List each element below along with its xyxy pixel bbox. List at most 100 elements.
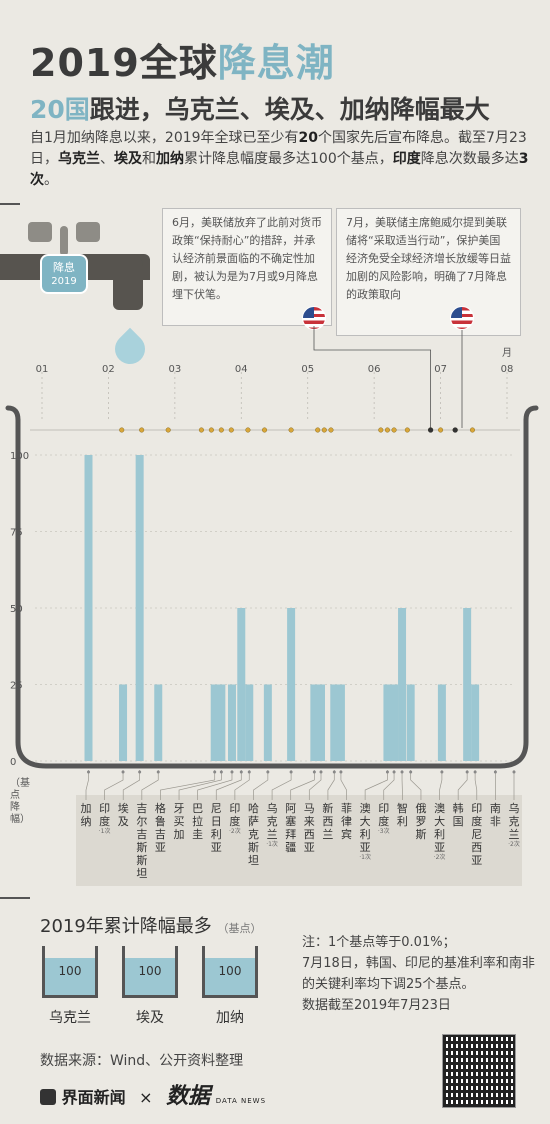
x-tick-label: 02 (102, 364, 115, 375)
subtitle-text: 跟进，乌克兰、埃及、加纳降幅最大 (89, 95, 490, 124)
cut-count-note: ·1次 (98, 828, 111, 835)
leader-dot (247, 770, 251, 774)
faucet-spout (113, 254, 143, 310)
rate-cut-chart: 100 75 50 25 0 01 02 03 04 05 06 07 08 月 (5, 326, 539, 886)
note-june: 6月，美联储放弃了此前对货币政策“保持耐心”的措辞，并承认经济前景面临的不确定性… (162, 208, 332, 326)
cut-count-note: ·2次 (228, 828, 241, 835)
timeline-dot (119, 427, 125, 433)
category-label: 南非 (489, 802, 502, 828)
category-text: 韩国 (452, 802, 464, 828)
category-label: 菲律宾 (340, 802, 353, 841)
category-text: 新西兰 (322, 802, 334, 841)
timeline-dot (404, 427, 410, 433)
leader-dot (392, 770, 396, 774)
category-text: 印度 (99, 802, 111, 828)
timeline-dot (165, 427, 171, 433)
bar (463, 608, 472, 761)
x-tick-label: 04 (235, 364, 248, 375)
category-label: 韩国 (452, 802, 465, 828)
category-label: 巴拉圭 (191, 802, 204, 841)
leader-dot (138, 770, 142, 774)
category-text: 印度 (229, 802, 241, 828)
axes: 100 75 50 25 0 01 02 03 04 05 06 07 08 月 (10, 347, 513, 768)
label-leader (410, 770, 422, 800)
category-text: 吉尔吉斯斯坦 (136, 802, 148, 880)
faucet-handle-right (76, 222, 100, 242)
category-text: 乌克兰 (266, 802, 278, 841)
bar (471, 684, 480, 761)
leader-dot (319, 770, 323, 774)
bar (390, 684, 399, 761)
leader-dot (230, 770, 234, 774)
us-flag-icon (450, 306, 474, 330)
category-text: 印度 (378, 802, 390, 828)
data-source: 数据来源：Wind、公开资料整理 (40, 1053, 244, 1069)
bars (84, 455, 480, 761)
pot (5, 405, 539, 769)
summary-title: 2019年累计降幅最多 （基点） (40, 916, 262, 937)
label-leader (340, 770, 347, 800)
category-text: 印度尼西亚 (471, 802, 483, 867)
category-label: 乌克兰 ·1次 (266, 802, 279, 849)
category-label: 澳大利亚 ·1次 (359, 802, 372, 862)
cup-name: 加纳 (216, 1010, 244, 1026)
timeline-dot (198, 427, 204, 433)
cut-count-note: ·1次 (359, 854, 371, 861)
divider (0, 897, 30, 899)
category-label: 尼日利亚 (210, 802, 223, 854)
bar (135, 455, 144, 761)
category-label: 印度 ·1次 (98, 802, 111, 836)
timeline-dot (228, 427, 234, 433)
pot-rim-left (5, 405, 21, 423)
x-tick-label: 08 (501, 364, 514, 375)
x-tick-label: 05 (301, 364, 314, 375)
leader-dot (440, 770, 444, 774)
intro-paragraph: 自1月加纳降息以来，2019年全球已至少有20个国家先后宣布降息。截至7月23日… (30, 130, 529, 188)
y-tick-label: 50 (10, 604, 23, 615)
cup-ukraine (42, 946, 98, 998)
cut-count-note: ·3次 (377, 828, 390, 835)
timeline-dot (261, 427, 268, 433)
page-subtitle: 20国跟进，乌克兰、埃及、加纳降幅最大 (30, 90, 490, 126)
category-text: 哈萨克斯坦 (247, 802, 259, 867)
label-leader (215, 770, 242, 800)
label-leader (290, 770, 315, 800)
leader-dot (239, 770, 243, 774)
cup-name: 乌克兰 (49, 1010, 91, 1026)
grid (30, 326, 522, 886)
jiemian-logo-icon (40, 1089, 56, 1105)
category-label: 阿塞拜疆 (284, 802, 297, 854)
leader-dot (213, 770, 217, 774)
category-label: 印度尼西亚 (470, 802, 483, 867)
y-tick-label: 0 (10, 757, 16, 768)
leader-dot (512, 770, 516, 774)
timeline-dot (315, 427, 321, 433)
bar (119, 684, 128, 761)
label-leader (178, 770, 222, 800)
subtitle-count: 20国 (30, 95, 90, 124)
category-text: 埃及 (117, 802, 129, 828)
leader-dot (289, 770, 293, 774)
category-labels: 加纳 印度 ·1次 埃及 吉尔吉斯斯坦 格鲁吉亚 牙买加 巴拉圭 尼日利亚 印度 ·2次 哈萨克斯坦乌… (81, 802, 521, 880)
cut-count-note: ·1次 (266, 841, 278, 848)
bar (84, 455, 93, 761)
label-leader (234, 770, 250, 800)
leader-dot (493, 770, 497, 774)
category-label: 印度 ·2次 (228, 802, 241, 836)
leader-dot (312, 770, 316, 774)
category-label: 新西兰 (321, 802, 334, 841)
label-leader (308, 770, 322, 800)
bar (406, 684, 415, 761)
label-leader (104, 770, 124, 800)
footnotes: 注：1个基点等于0.01%； 7月18日，韩国、印尼的基准利率和南非的关键利率均… (302, 935, 535, 1013)
timeline-dots (119, 427, 476, 433)
category-label: 牙买加 (173, 802, 186, 841)
faucet-stem (60, 226, 68, 256)
category-label: 乌克兰 ·2次 (508, 802, 521, 849)
qr-code-icon[interactable] (442, 1034, 516, 1108)
title-main: 2019全球 (30, 41, 218, 85)
bar (437, 684, 446, 761)
y-axis-label: （基点降幅） (10, 778, 30, 825)
cup-value: 100 (58, 964, 82, 978)
category-label: 吉尔吉斯斯坦 (135, 802, 148, 880)
